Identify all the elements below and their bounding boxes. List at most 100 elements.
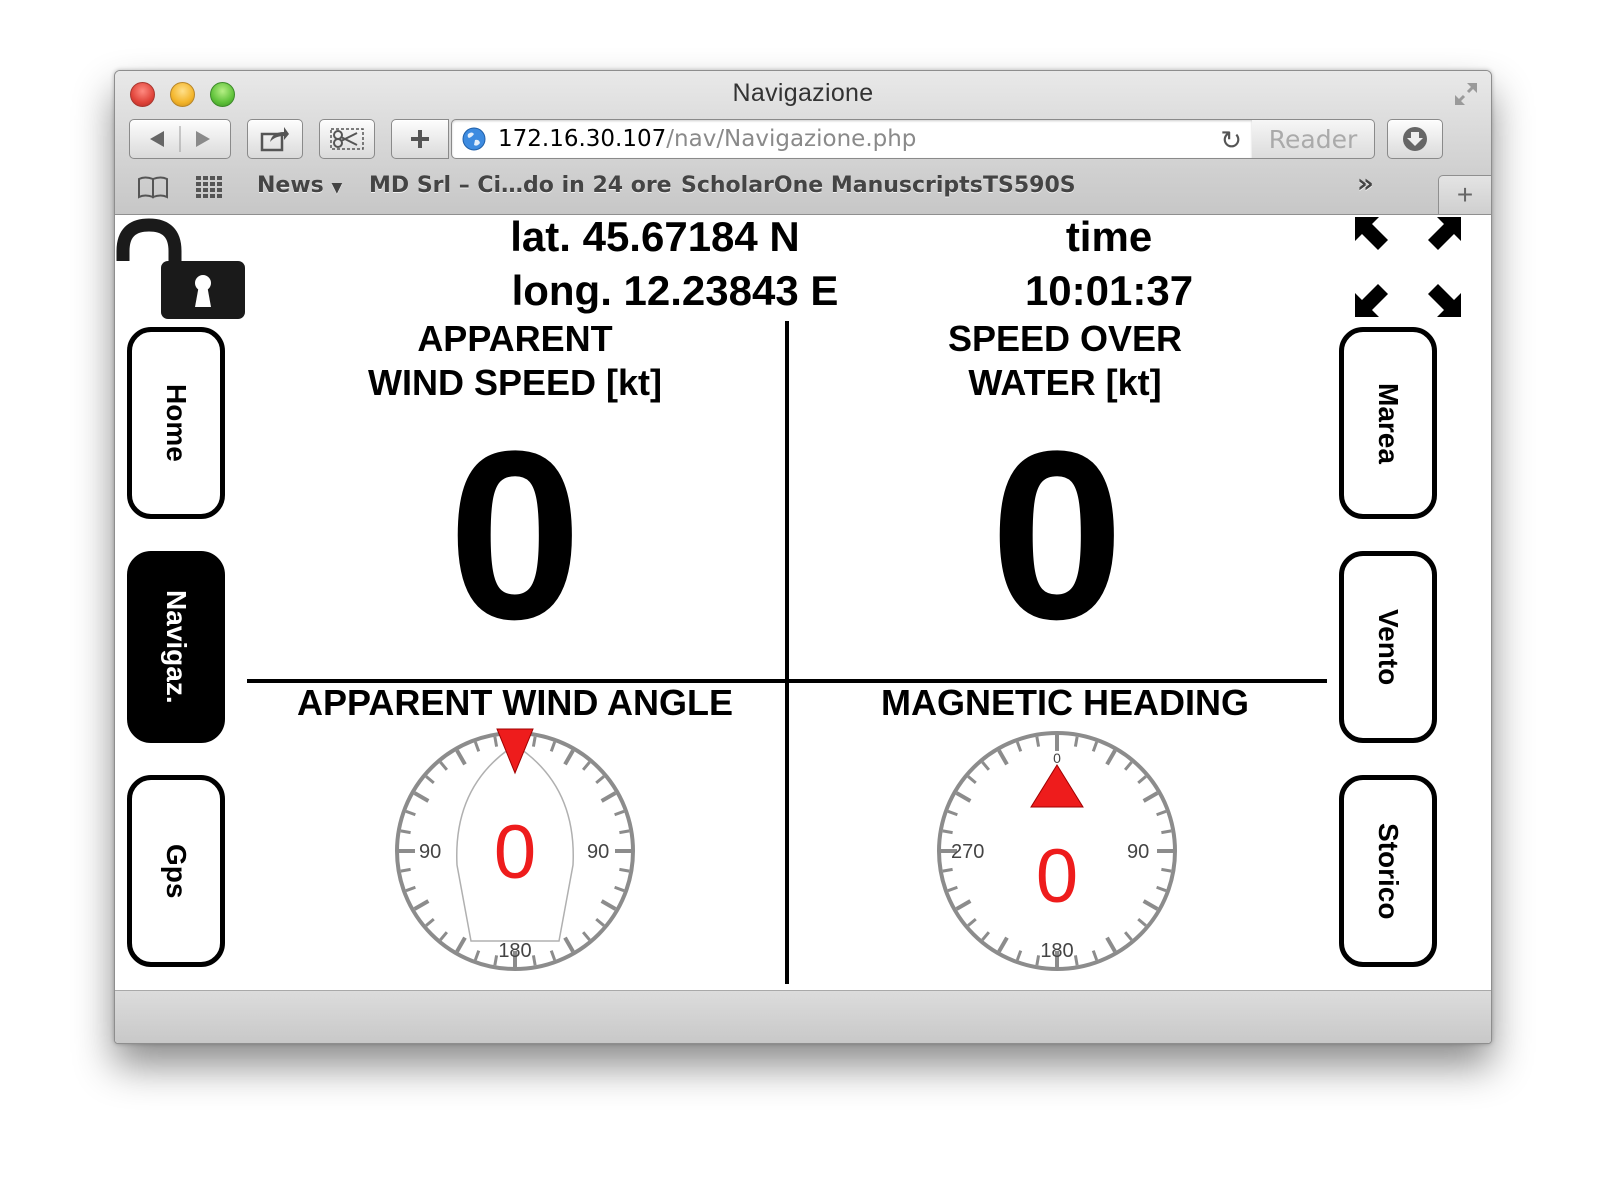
nav-home-button[interactable]: Home (127, 327, 225, 519)
gauge-tick (563, 749, 575, 766)
nav-gps-button[interactable]: Gps (127, 775, 225, 967)
grid-icon[interactable] (195, 175, 225, 199)
gauge-tick (1073, 955, 1079, 966)
bookmark-news[interactable]: News ▼ (257, 173, 343, 198)
gauge-tick (955, 899, 972, 911)
address-bar[interactable]: 172.16.30.107/nav/Navigazione.php ↻ (451, 119, 1253, 159)
gauge-tick (614, 809, 625, 817)
gauge-tick (455, 936, 467, 953)
expand-arrows-icon[interactable] (1353, 215, 1463, 319)
gauge-tick (1091, 950, 1099, 961)
gauge-tick (1142, 899, 1159, 911)
gauge-tick (619, 867, 630, 873)
reader-button[interactable]: Reader (1252, 119, 1375, 159)
downloads-button[interactable] (1387, 119, 1443, 159)
gauge-tick (942, 867, 953, 873)
gauge-tick (1035, 955, 1041, 966)
close-window-button[interactable] (130, 82, 155, 107)
gauge-tick (997, 749, 1009, 766)
wind-pointer (496, 728, 534, 775)
gauge-tick (619, 829, 630, 835)
download-icon (1403, 127, 1427, 151)
gauge-tick (563, 936, 575, 953)
gauge-tick (1091, 741, 1099, 752)
nav-navigaz-button[interactable]: Navigaz. (127, 551, 225, 743)
new-tab-button[interactable]: + (1438, 175, 1491, 214)
fullscreen-icon[interactable] (1453, 81, 1479, 107)
forward-arrow-icon[interactable] (196, 131, 210, 147)
zoom-window-button[interactable] (210, 82, 235, 107)
gauge-tick (1015, 741, 1023, 752)
gauge-tick (425, 917, 435, 927)
gauge-tick (595, 775, 605, 785)
gauge-tick (581, 761, 591, 771)
gauge-tick (455, 749, 467, 766)
browser-toolbar: Navigazione (115, 71, 1491, 215)
gauge-tick (531, 736, 537, 747)
gauge-tick (581, 931, 591, 941)
gauge-tick (549, 950, 557, 961)
longitude: long. 12.23843 E (511, 267, 839, 314)
gauge-tick (981, 931, 991, 941)
gauge-tick (1161, 867, 1172, 873)
back-arrow-icon[interactable] (150, 131, 164, 147)
status-bar (115, 990, 1491, 1043)
water-speed-title: SPEED OVER WATER [kt] (947, 318, 1183, 403)
gauge-tick (600, 791, 617, 803)
gauge-label-left: 90 (419, 841, 441, 863)
unlock-icon[interactable] (115, 215, 247, 323)
gauge-tick (439, 761, 449, 771)
gauge-ring (937, 731, 1177, 971)
reload-icon[interactable]: ↻ (1220, 126, 1242, 156)
gauge-label-bottom: 180 (1040, 940, 1073, 962)
share-button[interactable] (247, 119, 303, 159)
nav-marea-button[interactable]: Marea (1339, 327, 1437, 519)
gauge-tick (997, 936, 1009, 953)
book-icon[interactable] (137, 175, 169, 199)
wind-angle-title: APPARENT WIND ANGLE (297, 682, 733, 723)
gauge-tick (1123, 931, 1133, 941)
gauge-tick (405, 809, 416, 817)
gauge-tick (531, 955, 537, 966)
browser-window: Navigazione (114, 70, 1492, 1044)
nav-storico-button[interactable]: Storico (1339, 775, 1437, 967)
gauge-tick (614, 885, 625, 893)
bookmark-md-srl[interactable]: MD Srl – Ci…do in 24 ore (369, 173, 672, 198)
heading-value: 0 (1035, 834, 1079, 919)
gauge-tick (400, 829, 411, 835)
gauge-tick (1035, 736, 1041, 747)
bookmark-ts590s[interactable]: TS590S (983, 173, 1076, 198)
bookmark-scholarone[interactable]: ScholarOne Manuscripts (681, 173, 983, 198)
plus-icon (411, 130, 429, 148)
gauge-tick (981, 761, 991, 771)
gauge-label-bottom: 180 (498, 940, 531, 962)
gauge-tick (413, 791, 430, 803)
gauge-tick (942, 829, 953, 835)
gauge-ticks (941, 735, 1173, 967)
gauge-tick (967, 775, 977, 785)
chevron-down-icon: ▼ (331, 180, 343, 196)
gauge-label-right: 90 (587, 841, 609, 863)
share-icon (260, 127, 289, 152)
vertical-divider (785, 321, 789, 984)
gauge-tick (967, 917, 977, 927)
gauge-label-left: 270 (951, 841, 984, 863)
add-bookmark-button[interactable] (391, 119, 449, 159)
bookmarks-overflow-icon[interactable]: » (1357, 169, 1374, 199)
gauge-tick (549, 741, 557, 752)
window-title: Navigazione (732, 79, 874, 107)
nav-vento-button[interactable]: Vento (1339, 551, 1437, 743)
gauge-tick (947, 885, 958, 893)
clip-button[interactable] (319, 119, 375, 159)
gauge-tick (425, 775, 435, 785)
gauge-tick (400, 867, 411, 873)
gauge-tick (1123, 761, 1133, 771)
gauge-tick (595, 917, 605, 927)
heading-title: MAGNETIC HEADING (881, 682, 1249, 723)
minimize-window-button[interactable] (170, 82, 195, 107)
gauge-tick (493, 736, 499, 747)
wind-speed-value: 0 (448, 401, 582, 669)
back-forward-buttons (129, 119, 231, 159)
gauge-label-right: 90 (1127, 841, 1149, 863)
wind-speed-title: APPARENT WIND SPEED [kt] (367, 318, 662, 403)
